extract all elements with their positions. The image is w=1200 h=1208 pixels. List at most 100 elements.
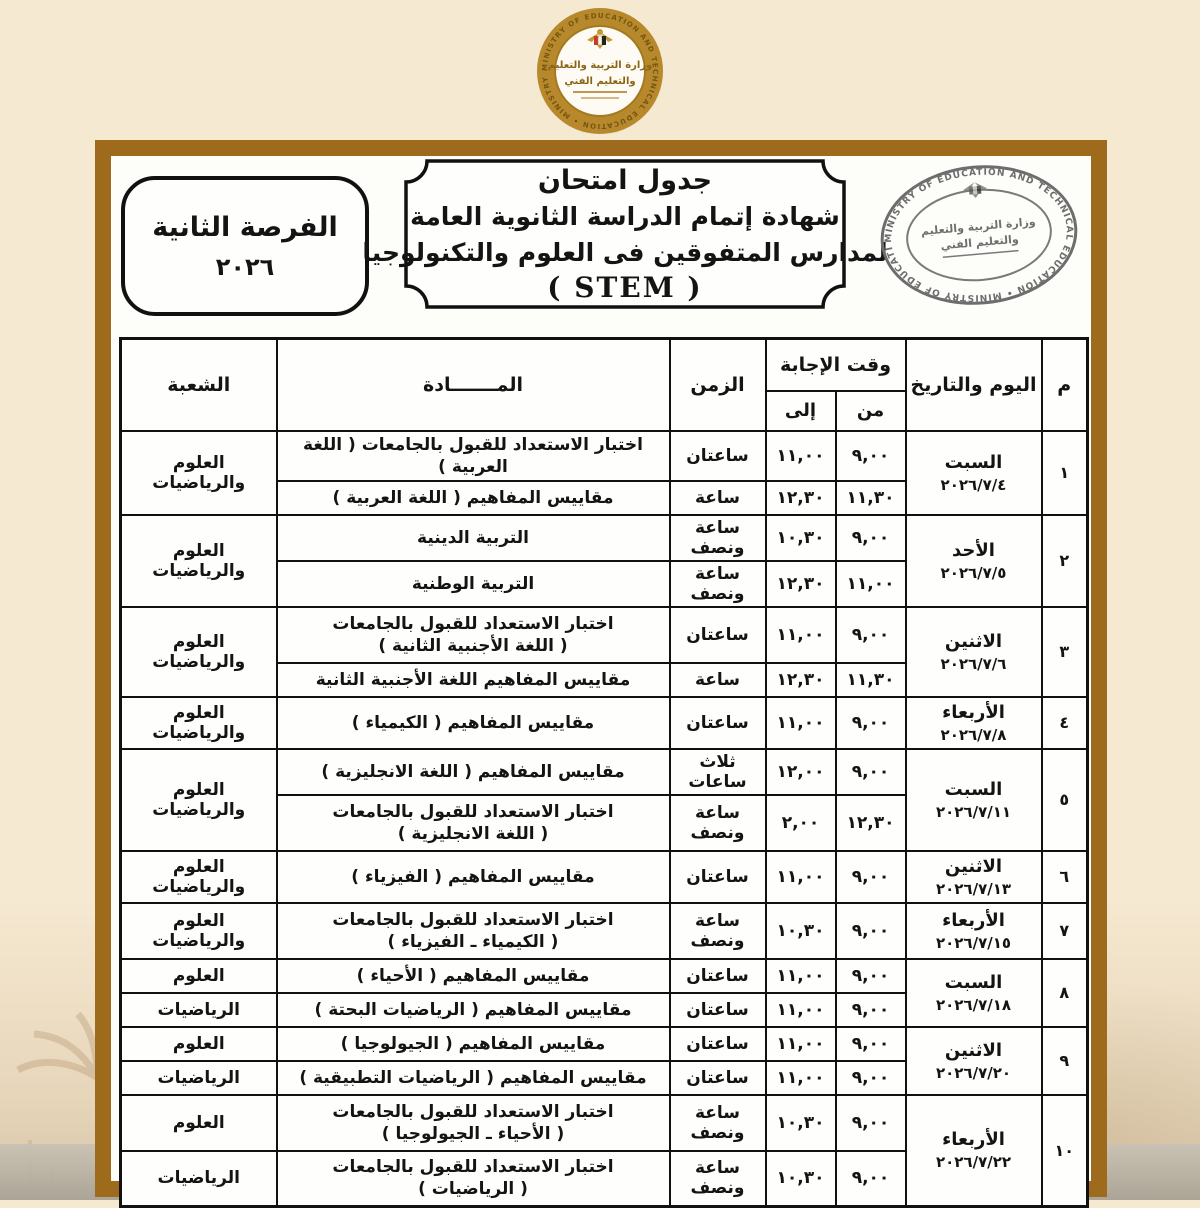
cell-subject: اختبار الاستعداد للقبول بالجامعات( اللغة… (275, 793, 671, 852)
subject-line: ( اللغة الانجليزية ) (397, 823, 549, 844)
cell-subject: مقاييس المفاهيم ( الفيزياء ) (275, 849, 671, 904)
cell-from: ٩,٠٠ (834, 1149, 907, 1208)
cell-duration: ساعتان (668, 957, 767, 994)
cell-to: ١٠,٣٠ (764, 513, 837, 562)
cell-branch: الرياضيات (119, 991, 278, 1028)
exam-row: ٩ الاثنين ٢٠٢٦/٧/٢٠ ٩,٠٠ ١١,٠٠ ساعتان مقاييس ا… (119, 1025, 1089, 1096)
cell-subject: مقاييس المفاهيم ( اللغة الانجليزية ) (275, 747, 671, 796)
cell-from: ٩,٠٠ (834, 1025, 907, 1062)
subject-line: مقاييس المفاهيم ( الأحياء ) (356, 965, 590, 986)
cell-from: ١١,٣٠ (834, 661, 907, 698)
stamp-arabic-line2: والتعليم الفني (940, 233, 1019, 253)
day-date: ٢٠٢٦/٧/٥ (940, 563, 1007, 582)
subject-line: التربية الدينية (417, 527, 529, 548)
exam-title-box: جدول امتحان شهادة إتمام الدراسة الثانوية… (362, 158, 888, 310)
subject-line: ( الكيمياء ـ الفيزياء ) (387, 931, 559, 952)
exam-row: ٦ الاثنين ٢٠٢٦/٧/١٣ ٩,٠٠ ١١,٠٠ ساعتان مقاييس ا… (119, 849, 1089, 904)
day-name: الأربعاء (942, 909, 1005, 931)
header-day: اليوم والتاريخ (904, 337, 1043, 432)
cell-subject: اختبار الاستعداد للقبول بالجامعات( اللغة… (275, 605, 671, 664)
cell-num: ٦ (1040, 849, 1089, 904)
logo-arabic-line2: والتعليم الفني (564, 76, 635, 87)
subject-line: مقاييس المفاهيم ( الرياضيات التطبيقية ) (299, 1067, 647, 1088)
cell-duration: ساعة (668, 479, 767, 516)
header-subject: المـــــــادة (275, 337, 671, 432)
cell-subject: التربية الدينية (275, 513, 671, 562)
cell-from: ٩,٠٠ (834, 991, 907, 1028)
cell-num: ١ (1040, 429, 1089, 516)
subject-line: اختبار الاستعداد للقبول بالجامعات (332, 1101, 614, 1122)
cell-subject: اختبار الاستعداد للقبول بالجامعات ( اللغ… (275, 429, 671, 482)
cell-to: ١١,٠٠ (764, 1059, 837, 1096)
header-answer-time: وقت الإجابة (764, 337, 907, 392)
cell-from: ١١,٣٠ (834, 479, 907, 516)
cell-to: ١١,٠٠ (764, 849, 837, 904)
cell-day: الاثنين ٢٠٢٦/٧/١٣ (904, 849, 1043, 904)
title-line-2: شهادة إتمام الدراسة الثانوية العامة (410, 202, 840, 231)
cell-to: ١١,٠٠ (764, 429, 837, 482)
day-date: ٢٠٢٦/٧/١٥ (935, 933, 1012, 952)
title-frame (404, 159, 846, 309)
day-name: السبت (944, 778, 1003, 800)
header-to: إلى (764, 389, 837, 432)
cell-from: ١٢,٣٠ (834, 793, 907, 852)
eagle-icon (587, 29, 613, 49)
exam-row: ١١,٠٠ ١٢,٣٠ ساعة ونصف التربية الوطنية (121, 559, 1088, 608)
exam-row: ١٢,٣٠ ٢,٠٠ ساعة ونصف اختبار الاستعداد للقبو… (121, 793, 1088, 852)
day-name: الأحد (952, 539, 995, 561)
cell-to: ١٢,٣٠ (764, 661, 837, 698)
cell-subject: التربية الوطنية (275, 559, 671, 608)
cell-num: ١٠ (1040, 1093, 1089, 1208)
cell-num: ٢ (1040, 513, 1089, 608)
cell-to: ١١,٠٠ (764, 605, 837, 664)
cell-subject: مقاييس المفاهيم ( الرياضيات التطبيقية ) (275, 1059, 671, 1096)
cell-from: ٩,٠٠ (834, 957, 907, 994)
cell-duration: ساعة ونصف (668, 793, 767, 852)
subject-line: التربية الوطنية (411, 573, 535, 594)
session-year: ٢٠٢٦ (215, 252, 275, 281)
cell-from: ٩,٠٠ (834, 747, 907, 796)
subject-line: ( الرياضيات ) (418, 1179, 528, 1200)
subject-line: مقاييس المفاهيم ( الجيولوجيا ) (340, 1033, 606, 1054)
header-from: من (834, 389, 907, 432)
day-name: الاثنين (944, 855, 1003, 877)
schedule-table: م اليوم والتاريخ وقت الإجابة الزمن المــــــ… (119, 337, 1089, 1208)
cell-subject: مقاييس المفاهيم ( اللغة العربية ) (275, 479, 671, 516)
header-num: م (1040, 337, 1089, 432)
cell-subject: مقاييس المفاهيم ( الأحياء ) (275, 957, 671, 994)
cell-duration: ثلاث ساعات (668, 747, 767, 796)
header-duration: الزمن (668, 337, 767, 432)
cell-to: ١١,٠٠ (764, 957, 837, 994)
cell-day: السبت ٢٠٢٦/٧/١٨ (904, 957, 1043, 1028)
cell-day: السبت ٢٠٢٦/٧/١١ (904, 747, 1043, 852)
cell-from: ١١,٠٠ (834, 559, 907, 608)
cell-subject: مقاييس المفاهيم ( الرياضيات البحتة ) (275, 991, 671, 1028)
header-branch: الشعبة (119, 337, 278, 432)
cell-day: الأربعاء ٢٠٢٦/٧/١٥ (904, 901, 1043, 960)
subject-line: اختبار الاستعداد للقبول بالجامعات (332, 909, 614, 930)
cell-from: ٩,٠٠ (834, 429, 907, 482)
subject-line: اختبار الاستعداد للقبول بالجامعات (332, 613, 614, 634)
session-title: الفرصة الثانية (152, 211, 338, 243)
ministry-logo-svg: MINISTRY OF EDUCATION AND TECHNICAL EDUC… (531, 0, 663, 134)
exam-row: ١٠ الأربعاء ٢٠٢٦/٧/٢٢ ٩,٠٠ ١٠,٣٠ ساعة ونصف اخت… (119, 1093, 1089, 1208)
cell-duration: ساعتان (668, 429, 767, 482)
cell-to: ١٠,٣٠ (764, 1149, 837, 1208)
day-date: ٢٠٢٦/٧/٦ (940, 654, 1007, 673)
cell-duration: ساعتان (668, 849, 767, 904)
cell-duration: ساعتان (668, 991, 767, 1028)
cell-duration: ساعة ونصف (668, 1149, 767, 1208)
cell-subject: اختبار الاستعداد للقبول بالجامعات( الكيم… (275, 901, 671, 960)
cell-day: السبت ٢٠٢٦/٧/٤ (904, 429, 1043, 516)
cell-to: ١٢,٠٠ (764, 747, 837, 796)
logo-arabic-line1: وزارة التربية والتعليم (548, 60, 653, 71)
cell-num: ٥ (1040, 747, 1089, 852)
cell-branch: العلوم والرياضيات (119, 429, 278, 516)
day-name: السبت (944, 451, 1003, 473)
cell-branch: العلوم والرياضيات (119, 901, 278, 960)
exam-row: ٨ السبت ٢٠٢٦/٧/١٨ ٩,٠٠ ١١,٠٠ ساعتان مقاييس الم… (119, 957, 1089, 1028)
cell-branch: العلوم (119, 957, 278, 994)
day-name: الأربعاء (942, 1129, 1005, 1151)
exam-row: ١١,٣٠ ١٢,٣٠ ساعة مقاييس المفاهيم اللغة الأج… (121, 661, 1088, 698)
ministry-logo: MINISTRY OF EDUCATION AND TECHNICAL EDUC… (531, 0, 665, 136)
